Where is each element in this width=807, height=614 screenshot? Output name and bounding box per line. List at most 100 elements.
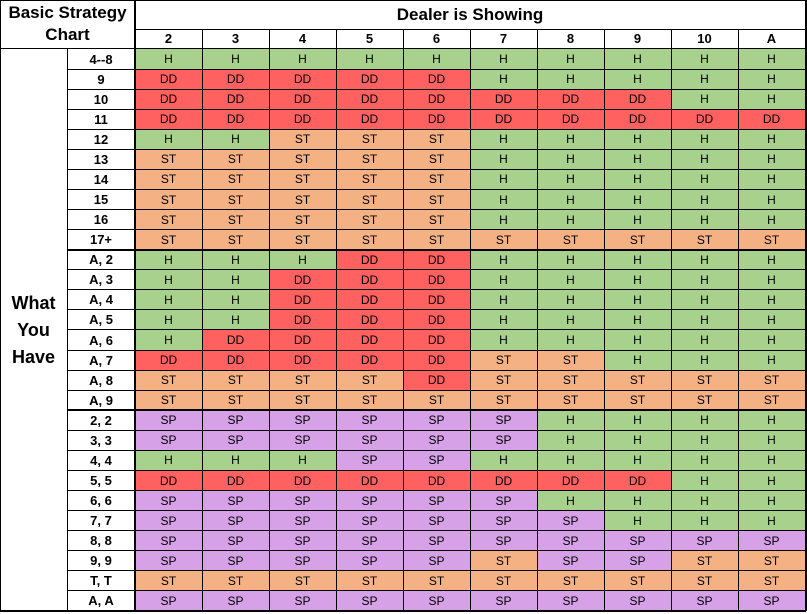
action-cell: SP [470, 510, 537, 531]
grid-line [603, 29, 605, 611]
hand-label: A, 6 [89, 332, 113, 348]
action-cell: SP [403, 590, 470, 611]
action-cell: DD [336, 289, 403, 310]
action-cell: DD [403, 109, 470, 130]
action-cell: ST [135, 370, 202, 391]
hand-label: A, 8 [89, 372, 113, 388]
action-cell: ST [403, 390, 470, 411]
action-cell: ST [269, 209, 336, 230]
action-cell: H [135, 329, 202, 351]
action-cell: SP [269, 410, 336, 431]
action-cell: SP [537, 510, 604, 531]
action-cell: DD [336, 69, 403, 90]
grid-line [737, 29, 739, 611]
action-cell: ST [671, 370, 738, 391]
dealer-card-header: 9 [633, 31, 642, 46]
action-cell: DD [202, 350, 269, 371]
action-cell: H [738, 269, 805, 290]
action-cell: H [470, 129, 537, 150]
action-cell: H [470, 149, 537, 170]
action-cell: ST [336, 570, 403, 591]
action-cell: H [470, 269, 537, 290]
action-cell: DD [269, 309, 336, 330]
action-cell: ST [470, 370, 537, 391]
action-cell: H [202, 289, 269, 310]
dealer-card-header: 8 [566, 31, 575, 46]
action-cell: H [671, 289, 738, 310]
action-cell: DD [470, 470, 537, 491]
dealer-header-text: Dealer is Showing [396, 4, 544, 24]
action-cell: H [738, 510, 805, 531]
action-cell: ST [738, 390, 805, 411]
action-cell: DD [403, 89, 470, 110]
action-cell: DD [403, 350, 470, 371]
action-cell: SP [604, 530, 671, 551]
action-cell: ST [202, 169, 269, 190]
action-cell: H [604, 289, 671, 310]
action-cell: SP [403, 430, 470, 451]
action-cell: DD [403, 289, 470, 310]
hand-label: 7, 7 [90, 513, 112, 529]
grid-line [67, 369, 806, 371]
action-cell: H [671, 149, 738, 170]
chart-title-line1: Basic Strategy [8, 3, 127, 22]
action-cell: ST [470, 570, 537, 591]
hand-label: 14 [93, 171, 109, 187]
action-cell: H [738, 490, 805, 511]
action-cell: DD [537, 89, 604, 110]
action-cell: H [738, 289, 805, 310]
action-cell: DD [269, 69, 336, 90]
action-cell: DD [403, 329, 470, 351]
grid-line [67, 148, 806, 150]
grid-line [135, 28, 806, 30]
action-cell: SP [537, 550, 604, 571]
action-cell: SP [403, 530, 470, 551]
hand-label: 9 [97, 71, 105, 87]
action-cell: SP [269, 530, 336, 551]
action-cell: DD [202, 89, 269, 110]
dealer-card-header: 5 [365, 31, 374, 46]
hand-label: 8, 8 [90, 533, 112, 549]
action-cell: SP [135, 510, 202, 531]
action-cell: ST [671, 570, 738, 591]
action-cell: SP [470, 430, 537, 451]
hand-label: 4, 4 [90, 452, 112, 468]
hand-label: 9, 9 [90, 553, 112, 569]
grid-line [201, 29, 203, 611]
action-cell: H [202, 309, 269, 330]
action-cell: DD [202, 470, 269, 491]
dealer-card-header: 7 [499, 31, 508, 46]
action-cell: H [537, 189, 604, 210]
dealer-card-header: 2 [164, 31, 173, 46]
action-cell: SP [202, 430, 269, 451]
action-cell: H [604, 329, 671, 351]
action-cell: H [537, 249, 604, 270]
action-cell: H [537, 129, 604, 150]
action-cell: H [202, 129, 269, 150]
action-cell: ST [269, 370, 336, 391]
action-cell: ST [604, 370, 671, 391]
action-cell: DD [336, 89, 403, 110]
action-cell: H [269, 49, 336, 70]
action-cell: H [135, 450, 202, 471]
action-cell: H [671, 329, 738, 351]
action-cell: H [202, 269, 269, 290]
action-cell: H [537, 430, 604, 451]
action-cell: SP [202, 590, 269, 611]
grid-line [67, 309, 806, 311]
action-cell: H [403, 49, 470, 70]
action-cell: SP [738, 590, 805, 611]
action-cell: H [336, 49, 403, 70]
action-cell: H [537, 209, 604, 230]
hand-label: 10 [93, 91, 109, 107]
action-cell: H [269, 450, 336, 471]
action-cell: ST [336, 209, 403, 230]
action-cell: ST [202, 209, 269, 230]
action-cell: ST [403, 129, 470, 150]
action-cell: H [604, 129, 671, 150]
action-cell: SP [403, 510, 470, 531]
action-cell: SP [135, 590, 202, 611]
action-cell: ST [269, 229, 336, 250]
hand-label: A, 3 [89, 272, 113, 288]
grid-line [0, 0, 1, 611]
